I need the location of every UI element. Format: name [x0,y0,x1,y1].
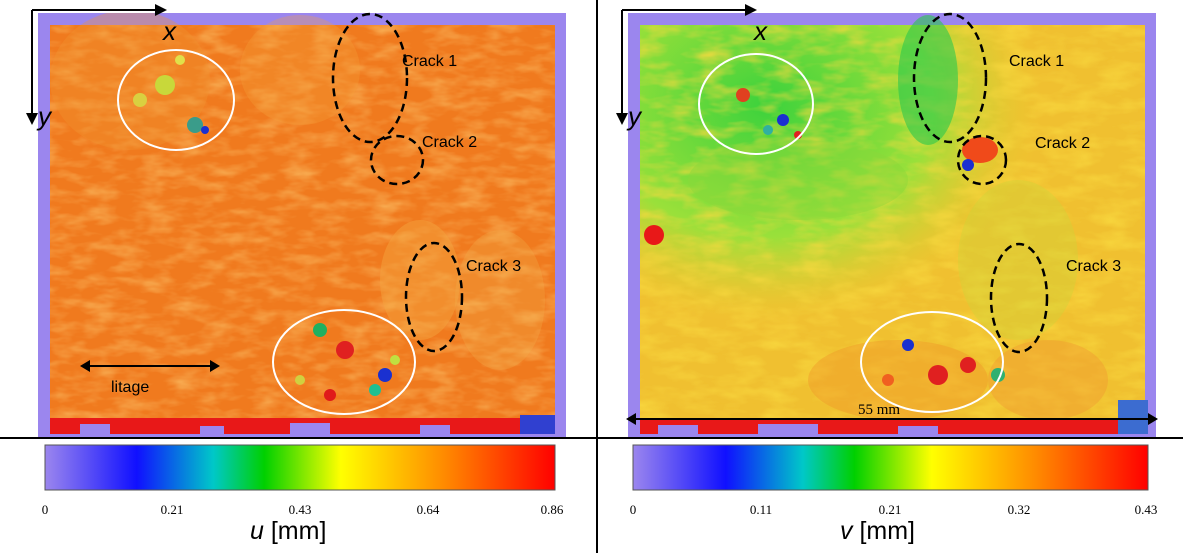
scale-arrowhead-right [1148,413,1158,425]
y-axis-label: y [626,101,643,131]
crack-3-outline [989,242,1049,354]
v-colorbar [632,444,1149,491]
v-colorbar-tick: 0.11 [750,502,772,517]
v-field-figure: x y Crack 1 Crack 2 Crack 3 55 mm 0 0.11… [616,4,1158,517]
u-variable: u [250,517,264,545]
u-colorbar-tick: 0.86 [541,502,564,517]
y-axis-label: y [36,101,53,131]
panel-divider-vertical [596,0,598,553]
u-colorbar-tick: 0.21 [161,502,184,517]
crack-1-label: Crack 1 [1009,53,1064,70]
u-colorbar-tick: 0 [42,502,49,517]
v-variable: v [840,517,853,545]
crack-2-label: Crack 2 [1035,135,1090,152]
crack-1-outline [912,12,988,144]
u-unit: [mm] [270,517,327,545]
crack-2-outline [369,134,425,186]
x-axis-label: x [161,16,177,46]
panel-divider-horizontal [0,437,1183,439]
scale-label: 55 mm [858,402,900,418]
crack-1-label: Crack 1 [402,53,457,70]
v-displacement-field [640,15,1148,434]
u-field-figure: x y Crack 1 Crack 2 Crack 3 litage 0 0.2… [26,4,566,517]
region-circle-upper-left [698,53,814,155]
scale-arrowhead-left [626,413,636,425]
litage-arrowhead-left [80,360,90,372]
v-colorbar-tick: 0.21 [879,502,902,517]
y-axis-arrowhead [616,113,628,125]
v-colorbar-title: v [mm] [840,517,915,546]
x-axis-label: x [752,16,768,46]
u-colorbar-tick: 0.43 [289,502,312,517]
v-colorbar-tick: 0 [630,502,637,517]
u-colorbar-title: u [mm] [250,517,326,546]
v-colorbar-tick: 0.43 [1135,502,1158,517]
x-axis-arrowhead [155,4,167,16]
y-axis-arrowhead [26,113,38,125]
litage-label: litage [111,379,149,396]
crack-3-label: Crack 3 [1066,258,1121,275]
u-colorbar-tick: 0.64 [417,502,440,517]
crack-3-outline [404,241,464,353]
region-circle-bottom [860,311,1004,413]
u-colorbar [44,444,556,491]
v-colorbar-tick: 0.32 [1008,502,1031,517]
crack-2-outline [956,134,1008,186]
region-circle-upper-left [117,49,235,151]
region-circle-bottom [272,309,416,415]
litage-arrowhead-right [210,360,220,372]
u-displacement-field [50,13,555,434]
crack-1-outline [331,12,409,144]
u-displacement-panel: x y Crack 1 Crack 2 Crack 3 litage 0 0.2… [26,4,566,546]
crack-2-label: Crack 2 [422,134,477,151]
crack-3-label: Crack 3 [466,258,521,275]
v-displacement-panel: x y Crack 1 Crack 2 Crack 3 55 mm 0 0.11… [598,0,1183,553]
v-unit: [mm] [859,517,915,545]
x-axis-arrowhead [745,4,757,16]
